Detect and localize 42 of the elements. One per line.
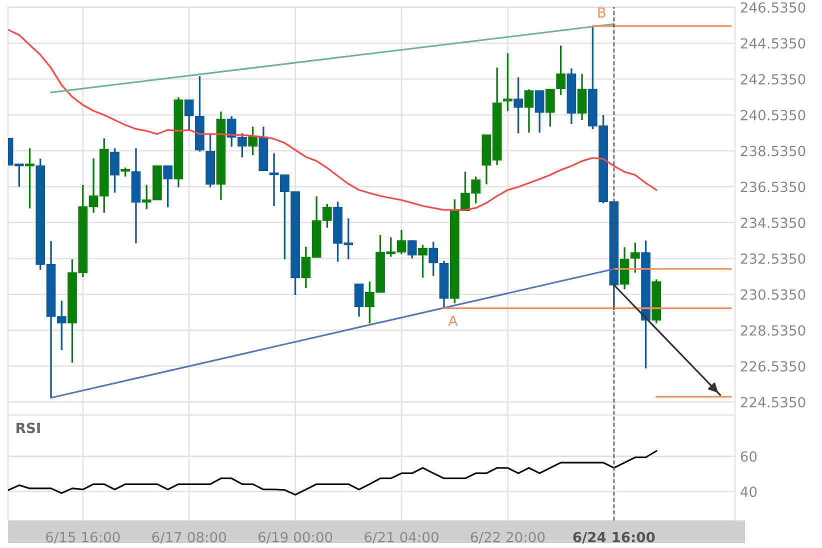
x-tick-label: 6/19 00:00 xyxy=(258,532,332,544)
y-tick-label: 240.5350 xyxy=(740,110,806,120)
candlestick xyxy=(630,242,640,274)
candlestick xyxy=(514,76,523,134)
y-tick-label: 234.5350 xyxy=(740,218,806,228)
chart-title: RSI xyxy=(16,422,40,434)
x-tick-label: 6/24 16:00 xyxy=(573,532,655,544)
candlestick xyxy=(163,164,173,208)
y-tick-label: 228.5350 xyxy=(740,325,806,336)
candlestick xyxy=(546,88,555,128)
y-tick-label: 246.5350 xyxy=(740,2,806,13)
y-tick-label: 40 xyxy=(740,486,757,498)
x-tick-label: 6/15 16:00 xyxy=(46,532,120,544)
candlestick xyxy=(577,73,587,121)
candlestick xyxy=(428,241,438,277)
line-series xyxy=(8,29,658,211)
y-tick-label: 242.5350 xyxy=(740,74,806,85)
candlestick xyxy=(25,147,34,210)
y-tick-label: 224.5350 xyxy=(740,396,806,408)
candlestick xyxy=(418,244,428,279)
candlestick xyxy=(248,126,258,156)
candlestick xyxy=(524,88,534,134)
candlestick xyxy=(534,90,544,134)
candlestick xyxy=(556,44,566,96)
annotation: B xyxy=(598,7,606,18)
candlestick xyxy=(110,147,120,194)
y-tick-label: 226.5350 xyxy=(740,361,806,372)
y-tick-label: 238.5350 xyxy=(740,146,806,156)
line-series xyxy=(8,450,658,496)
y-tick-label: 60 xyxy=(740,451,757,462)
x-tick-label: 6/17 08:00 xyxy=(152,532,226,544)
candlestick xyxy=(354,283,364,318)
y-tick-label: 232.5350 xyxy=(740,253,806,264)
x-tick-label: 6/21 04:00 xyxy=(364,532,438,544)
candlestick xyxy=(407,239,417,260)
y-tick-label: 236.5350 xyxy=(740,182,806,192)
annotation: A xyxy=(448,316,458,326)
candlestick xyxy=(184,99,194,132)
y-tick-label: 230.5350 xyxy=(740,289,806,300)
x-tick-label: 6/22 20:00 xyxy=(470,532,545,544)
y-tick-label: 244.5350 xyxy=(740,38,806,49)
candlestick xyxy=(503,52,512,112)
